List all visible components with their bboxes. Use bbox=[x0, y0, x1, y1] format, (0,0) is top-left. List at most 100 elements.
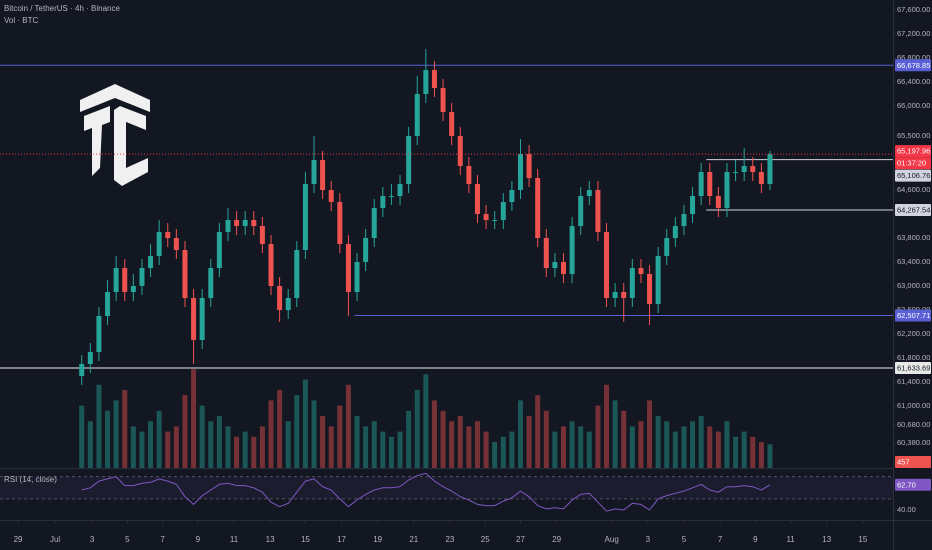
volume-bar bbox=[500, 436, 506, 468]
level-label-box bbox=[895, 59, 931, 72]
last-price-label-box bbox=[895, 145, 931, 158]
volume-bar bbox=[285, 421, 291, 468]
volume-bar bbox=[612, 400, 618, 468]
candle-body bbox=[440, 88, 446, 113]
volume-bar bbox=[216, 416, 222, 468]
candle-body bbox=[629, 268, 635, 299]
y-tick-label: 63,800.00 bbox=[897, 233, 930, 242]
candle-body bbox=[690, 196, 696, 215]
candle-body bbox=[414, 94, 420, 137]
candle-body bbox=[302, 184, 308, 251]
y-tick-label: 66,000.00 bbox=[897, 101, 930, 110]
volume-bar bbox=[698, 416, 704, 468]
candle-body bbox=[664, 238, 670, 257]
y-tick-label: 65,500.00 bbox=[897, 131, 930, 140]
x-tick-label: 9 bbox=[196, 535, 201, 544]
y-tick-label: 60,680.00 bbox=[897, 420, 930, 429]
volume-bar bbox=[320, 416, 326, 468]
candle-body bbox=[225, 220, 231, 233]
candle-body bbox=[431, 70, 437, 89]
x-tick-label: 29 bbox=[14, 535, 23, 544]
volume-bar bbox=[509, 431, 515, 468]
volume-bar bbox=[517, 400, 523, 468]
volume-bar bbox=[466, 426, 472, 468]
volume-bar bbox=[139, 431, 145, 468]
candle-body bbox=[216, 232, 222, 269]
volume-bar bbox=[449, 421, 455, 468]
candle-body bbox=[199, 298, 205, 341]
volume-bar bbox=[569, 421, 575, 468]
volume-bar bbox=[242, 431, 248, 468]
volume-bar bbox=[311, 400, 317, 468]
x-tick-label: 23 bbox=[445, 535, 454, 544]
plot bbox=[0, 49, 893, 512]
candle-body bbox=[345, 244, 351, 293]
x-tick-label: 25 bbox=[481, 535, 490, 544]
volume-bar bbox=[371, 421, 377, 468]
candle-body bbox=[767, 154, 773, 185]
volume-bar bbox=[414, 390, 420, 468]
level-label: 66,678.85 bbox=[897, 61, 930, 70]
candle-body bbox=[285, 298, 291, 311]
candle-body bbox=[526, 154, 532, 179]
candle-body bbox=[724, 172, 730, 209]
last-price-label: 65,197.96 bbox=[897, 147, 930, 156]
candle-body bbox=[449, 112, 455, 137]
candle-body bbox=[741, 166, 747, 173]
candle-body bbox=[612, 292, 618, 299]
y-tick-label: 61,400.00 bbox=[897, 377, 930, 386]
candle-body bbox=[681, 214, 687, 227]
volume-bar bbox=[724, 421, 730, 468]
volume-label-box bbox=[895, 456, 931, 468]
candle-body bbox=[655, 256, 661, 305]
rsi-value-label: 62.70 bbox=[897, 480, 916, 489]
candle-body bbox=[139, 268, 145, 287]
x-tick-label: 19 bbox=[373, 535, 382, 544]
volume-bar bbox=[655, 416, 661, 468]
candle-body bbox=[363, 238, 369, 263]
candle-body bbox=[466, 166, 472, 185]
candle-body bbox=[509, 190, 515, 203]
volume-bar bbox=[234, 436, 240, 468]
volume-bar bbox=[474, 421, 480, 468]
rsi-value-label-box bbox=[895, 478, 931, 491]
candle-body bbox=[552, 262, 558, 269]
volume-bar bbox=[105, 410, 111, 468]
volume-bar bbox=[363, 426, 369, 468]
volume-bar bbox=[113, 400, 119, 468]
y-tick-label: 64,600.00 bbox=[897, 185, 930, 194]
volume-bar bbox=[681, 426, 687, 468]
candle-body bbox=[165, 232, 171, 239]
candle-body bbox=[672, 226, 678, 239]
candle-body bbox=[750, 166, 756, 173]
y-tick-label: 61,800.00 bbox=[897, 353, 930, 362]
ref-price-label-box bbox=[895, 169, 931, 182]
x-tick-label: 5 bbox=[125, 535, 130, 544]
volume-bar bbox=[388, 436, 394, 468]
candle-body bbox=[113, 268, 119, 293]
candle-body bbox=[148, 256, 154, 269]
volume-bar bbox=[535, 395, 541, 468]
volume-bar bbox=[122, 390, 128, 468]
y-tick-label: 62,200.00 bbox=[897, 329, 930, 338]
candle-body bbox=[337, 202, 343, 245]
x-tick-label: 29 bbox=[552, 535, 561, 544]
level-label: 61,633.69 bbox=[897, 363, 930, 372]
x-tick-label: Aug bbox=[605, 535, 619, 544]
volume-bar bbox=[251, 436, 257, 468]
candle-body bbox=[173, 238, 179, 251]
x-tick-label: 3 bbox=[646, 535, 651, 544]
x-tick-label: 11 bbox=[786, 535, 795, 544]
logo-top bbox=[80, 84, 150, 112]
level-label-box bbox=[895, 203, 931, 216]
volume-bar bbox=[294, 395, 300, 468]
volume-bar bbox=[526, 416, 532, 468]
candle-body bbox=[423, 70, 429, 95]
candle-body bbox=[208, 268, 214, 299]
y-tick-label: 67,600.00 bbox=[897, 5, 930, 14]
x-tick-label: 7 bbox=[160, 535, 165, 544]
candle-body bbox=[406, 136, 412, 185]
y-tick-label: 66,400.00 bbox=[897, 77, 930, 86]
x-tick-label: Jul bbox=[50, 535, 60, 544]
